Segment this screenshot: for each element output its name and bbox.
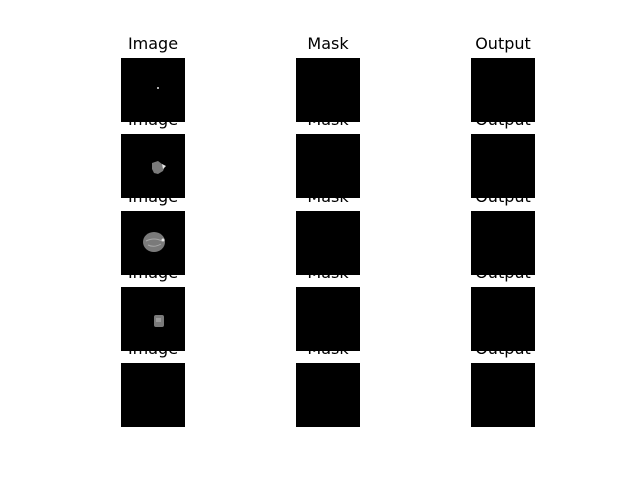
panel-title-output: Output [475,263,531,282]
panel-image-row-1 [121,58,185,122]
panel-image-row-2 [121,134,185,198]
panel-title-image: Image [127,34,179,53]
bright-dot [157,87,159,89]
panel-canvas [121,363,185,427]
panel-title-image: Image [127,263,179,282]
panel-output-row-2 [471,134,535,198]
panel-canvas [143,232,165,252]
panel-title-output: Output [475,339,531,358]
tissue-highlight [162,164,166,169]
panel-output-row-4 [471,287,535,351]
panel-mask-row-1 [296,58,360,122]
panel-image-row-5 [121,363,185,427]
tissue-highlight [161,238,165,242]
panel-canvas [154,315,164,327]
tissue-texture [156,318,161,322]
panel-output-row-5 [471,363,535,427]
panel-canvas [296,363,360,427]
panel-title-mask: Mask [307,339,349,358]
panel-title-image: Image [127,339,179,358]
panel-image-row-4 [121,287,185,351]
panel-mask-row-5 [296,363,360,427]
panel-canvas [152,161,166,174]
panel-title-mask: Mask [307,34,349,53]
panel-title-mask: Mask [307,187,349,206]
panel-title-output: Output [475,110,531,129]
panel-title-image: Image [127,110,179,129]
panel-mask-row-2 [296,134,360,198]
tissue-blob [152,161,165,174]
panel-mask-row-3 [296,211,360,275]
tissue-texture [145,238,163,247]
panel-mask-row-4 [296,287,360,351]
panel-title-output: Output [475,34,531,53]
panel-canvas [471,363,535,427]
panel-title-mask: Mask [307,110,349,129]
panel-title-image: Image [127,187,179,206]
panel-output-row-1 [471,58,535,122]
tissue-blob [143,232,165,252]
panel-title-output: Output [475,187,531,206]
panel-image-row-3 [121,211,185,275]
panel-output-row-3 [471,211,535,275]
panel-canvas [157,87,159,89]
panel-title-mask: Mask [307,263,349,282]
